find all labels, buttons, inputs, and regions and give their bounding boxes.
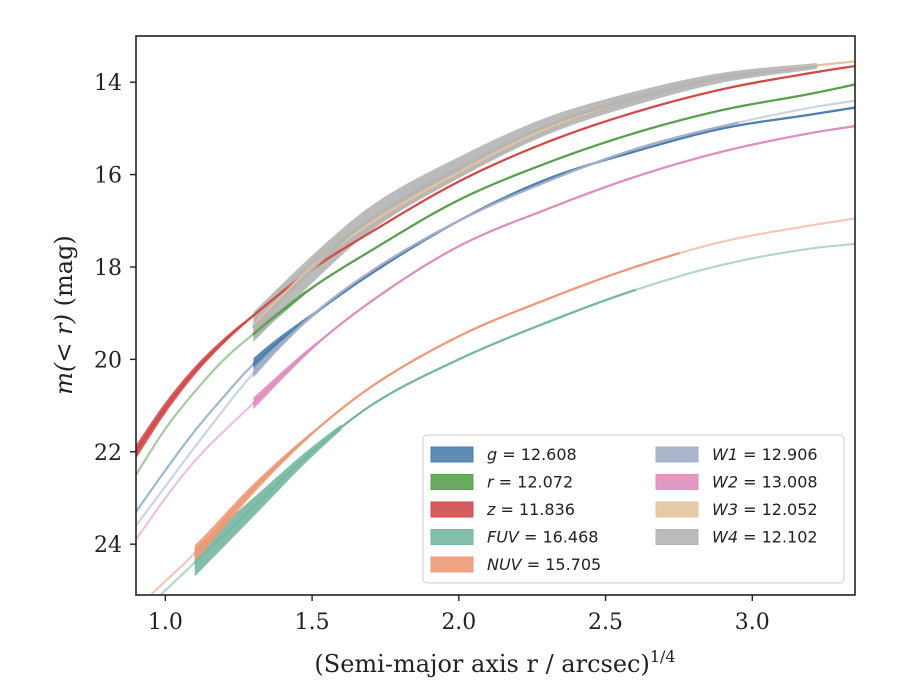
series-band-w3 <box>253 64 811 332</box>
series-line-nuv <box>193 252 681 555</box>
legend-label-g: g = 12.608 <box>487 445 577 464</box>
legend-label-z: z = 11.836 <box>486 500 575 519</box>
plot-frame <box>135 35 856 596</box>
legend-swatch-w2 <box>655 474 699 490</box>
series-line-fuv <box>193 288 636 564</box>
y-tick-label: 22 <box>94 441 122 466</box>
x-tick-label: 1.5 <box>295 610 330 635</box>
series-line-z <box>136 64 855 453</box>
series-band-w4 <box>253 63 817 343</box>
legend-label-w3: W3 = 12.052 <box>712 500 818 519</box>
y-axis-label: m(< r) (mag) <box>50 235 78 395</box>
legend-swatch-fuv <box>430 529 474 545</box>
series-faint-w4 <box>252 64 818 329</box>
legend-swatch-r <box>430 474 474 490</box>
series-line-g <box>252 106 855 366</box>
x-tick-label: 3.0 <box>735 610 770 635</box>
series-band-fuv <box>194 424 342 577</box>
legend-label-fuv: FUV = 16.468 <box>487 528 598 547</box>
x-axis-ticks: 1.0 1.5 2.0 2.5 3.0 <box>148 595 770 635</box>
legend-swatch-w1 <box>655 446 699 463</box>
x-tick-label: 1.0 <box>148 610 183 635</box>
legend: g = 12.608 r = 12.072 z = 11.836 FUV = 16.4… <box>422 434 845 584</box>
series-band-w2 <box>253 334 327 410</box>
legend-swatch-w3 <box>655 501 699 518</box>
legend-label-r: r = 12.072 <box>487 473 573 492</box>
series-line-r <box>252 83 855 336</box>
legend-label-w1: W1 = 12.906 <box>712 445 818 464</box>
series-line-w4 <box>252 64 818 329</box>
series-line-w1 <box>252 121 739 375</box>
series-line-w2 <box>252 124 855 405</box>
x-axis-label: (Semi-major axis r / arcsec)1/4 <box>314 647 675 678</box>
x-tick-label: 2.0 <box>441 610 476 635</box>
legend-label-w4: W4 = 12.102 <box>712 528 818 547</box>
y-tick-label: 20 <box>94 348 122 373</box>
y-tick-label: 24 <box>94 533 122 558</box>
legend-swatch-z <box>430 501 474 518</box>
legend-swatch-g <box>430 446 474 463</box>
y-axis-ticks: 14 16 18 20 22 24 <box>94 71 136 558</box>
x-tick-label: 2.5 <box>588 610 623 635</box>
legend-label-nuv: NUV = 15.705 <box>487 555 601 574</box>
legend-swatch-w4 <box>655 529 699 545</box>
y-tick-label: 18 <box>94 256 122 281</box>
y-tick-label: 16 <box>94 164 122 189</box>
y-tick-label: 14 <box>94 71 122 96</box>
series-band-z <box>136 314 254 459</box>
legend-swatch-nuv <box>430 556 474 573</box>
legend-label-w2: W2 = 13.008 <box>712 473 818 492</box>
legend-box <box>422 434 845 584</box>
series-lines <box>136 60 855 595</box>
